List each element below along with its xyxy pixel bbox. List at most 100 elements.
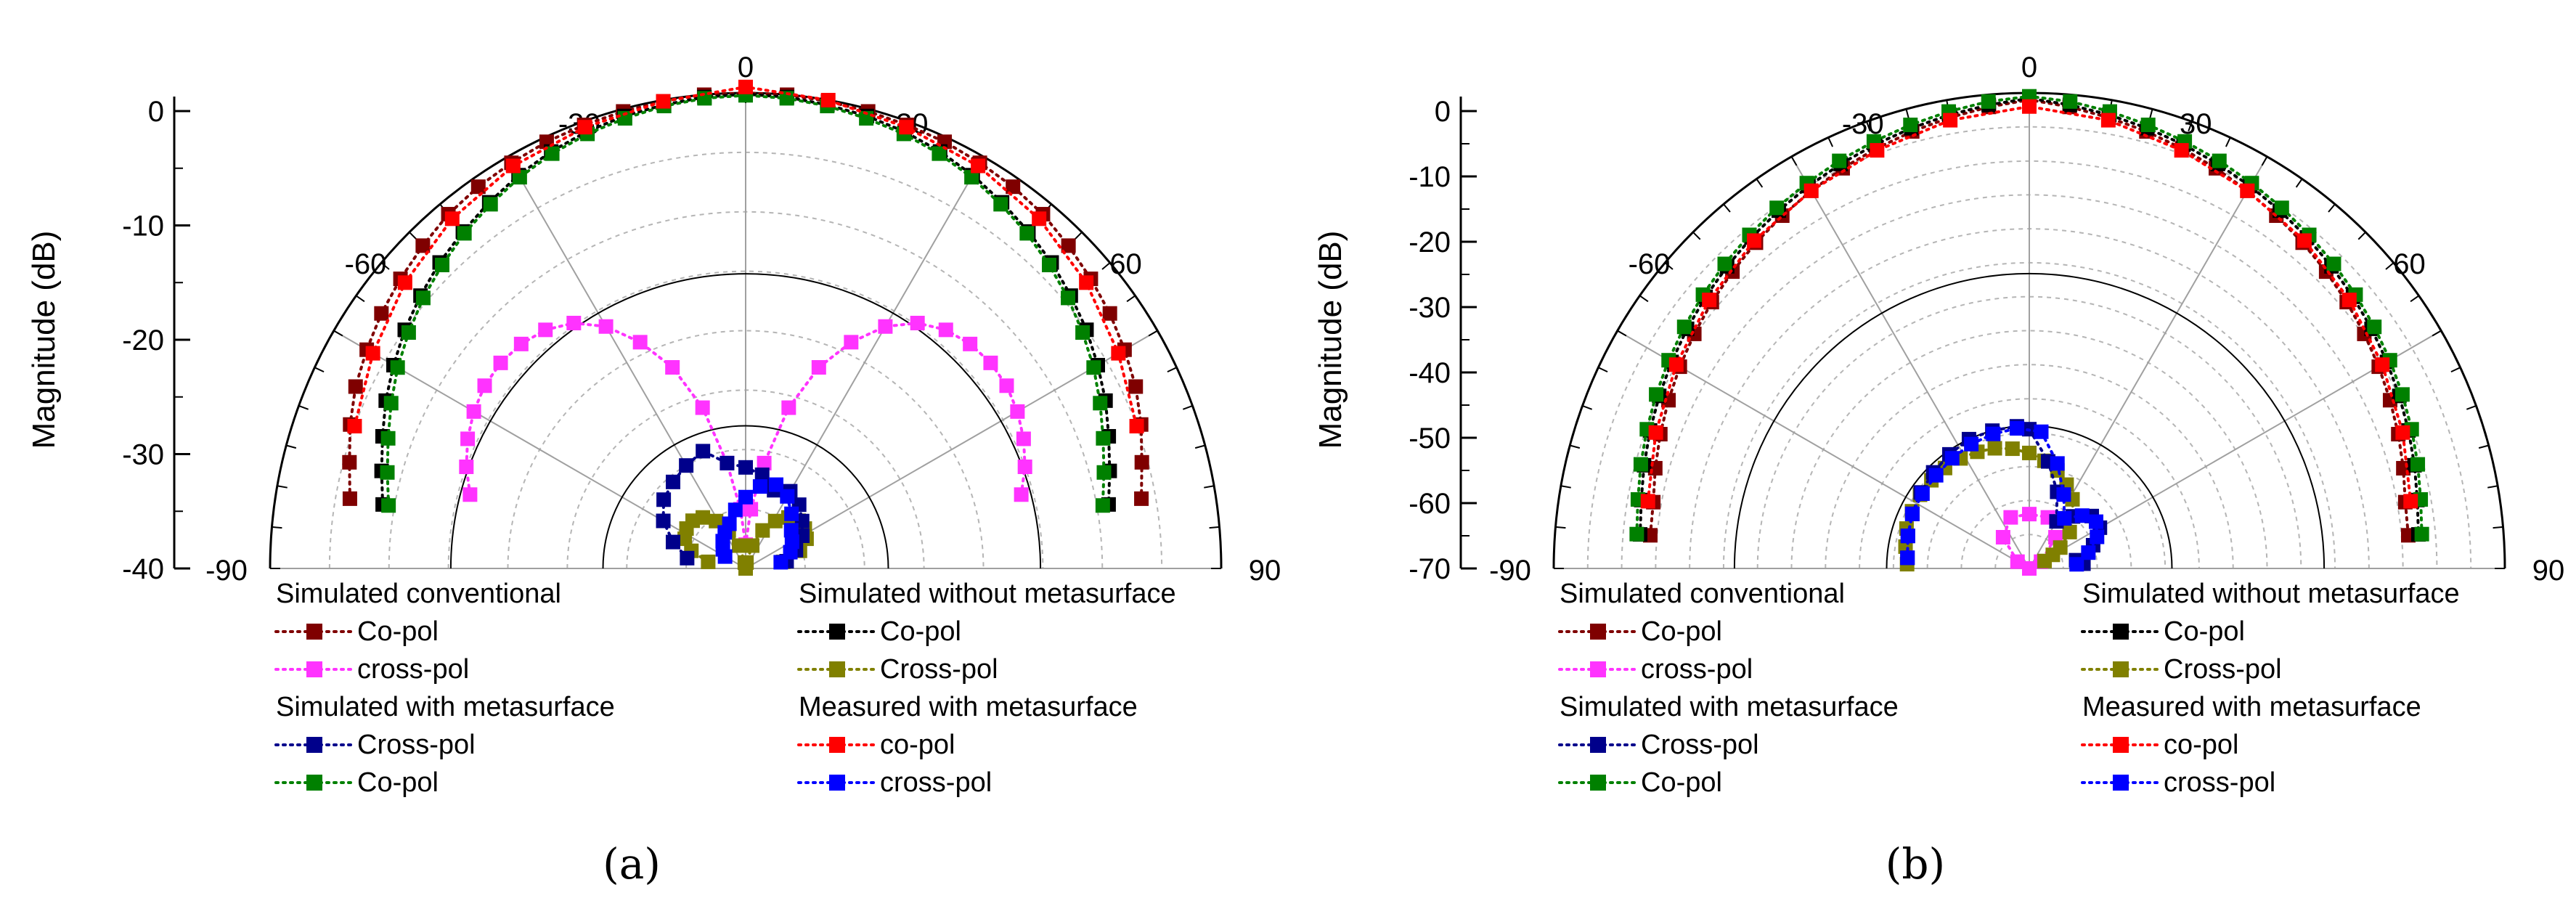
legend-item-label: Co-pol: [357, 767, 439, 798]
data-point: [598, 319, 614, 334]
legend-marker: [306, 624, 322, 640]
series-6: [347, 79, 1144, 433]
data-point: [1095, 498, 1110, 513]
series-group: [1629, 89, 2429, 576]
data-point: [1987, 441, 2002, 456]
legend-marker: [829, 624, 845, 640]
legend-heading: Measured with metasurface: [799, 692, 1138, 722]
magnitude-tick-label: -10: [122, 211, 164, 242]
data-point: [2022, 561, 2037, 576]
data-point: [457, 226, 472, 241]
data-point: [844, 335, 859, 350]
data-point: [2394, 387, 2410, 402]
data-point: [566, 315, 582, 330]
data-point: [2057, 511, 2072, 526]
data-point: [1648, 425, 1663, 440]
angle-tick-label: 60: [2393, 248, 2426, 280]
data-point: [466, 404, 481, 419]
angle-tick-mark: [1639, 295, 1649, 303]
data-point: [483, 197, 498, 212]
legend-heading: Simulated conventional: [1560, 579, 1845, 609]
legend-item-label: Cross-pol: [1641, 730, 1759, 760]
grid-circle: [507, 330, 985, 569]
data-point: [1014, 487, 1029, 502]
polar-inner-ring: [449, 272, 1042, 569]
angle-tick-mark: [286, 444, 297, 449]
angle-tick-mark: [2466, 405, 2477, 410]
legend-heading: Simulated conventional: [276, 579, 561, 609]
angle-tick-mark: [1570, 444, 1581, 449]
data-point: [1079, 275, 1094, 290]
grid-circle: [1859, 398, 2200, 569]
angle-tick-mark: [2188, 121, 2193, 131]
data-point: [656, 492, 672, 507]
data-point: [999, 378, 1014, 393]
data-point: [512, 170, 527, 185]
angle-tick-mark: [2148, 109, 2153, 120]
angle-tick-mark: [1074, 232, 1083, 240]
data-point: [2326, 256, 2341, 272]
angle-tick-mark: [1692, 232, 1701, 240]
data-point: [679, 458, 694, 473]
data-point: [632, 335, 648, 350]
data-point: [415, 238, 431, 253]
data-point: [1096, 465, 1112, 480]
series-7: [1900, 421, 2105, 572]
data-point: [2212, 153, 2227, 168]
data-point: [2081, 545, 2096, 560]
data-point: [1041, 258, 1056, 273]
legend: Simulated conventional Co-pol cross-pol Sim…: [1558, 579, 2460, 798]
legend-marker: [829, 661, 845, 677]
angle-tick-mark: [2385, 262, 2394, 270]
legend-marker: [306, 661, 322, 677]
data-point: [665, 360, 680, 375]
legend-item-label: cross-pol: [1641, 654, 1753, 685]
legend-marker: [306, 775, 322, 791]
data-point: [2010, 554, 2025, 569]
data-point: [381, 498, 396, 513]
data-point: [2010, 421, 2025, 436]
angle-tick-mark: [1582, 405, 1592, 410]
angle-tick-mark: [2357, 232, 2366, 240]
series-line: [1646, 105, 2413, 503]
magnitude-tick-label: -10: [1409, 161, 1451, 193]
data-point: [2003, 510, 2018, 525]
data-point: [1903, 118, 1918, 133]
angle-tick-mark: [355, 295, 365, 303]
data-point: [1943, 113, 1958, 128]
angle-tick-mark: [380, 262, 390, 270]
legend-item-label: Co-pol: [2164, 616, 2245, 647]
angle-tick-mark: [1617, 330, 1627, 337]
angle-tick-label: 90: [2532, 555, 2565, 587]
data-point: [2062, 524, 2077, 539]
legend-heading: Simulated without metasurface: [799, 579, 1176, 609]
data-point: [365, 346, 380, 361]
angle-tick-mark: [2225, 136, 2231, 147]
angle-tick-mark: [2478, 444, 2489, 449]
angle-tick-label: 0: [738, 52, 754, 83]
data-point: [696, 510, 711, 525]
angle-tick-mark: [333, 330, 343, 337]
data-point: [784, 506, 799, 521]
legend-marker: [829, 775, 845, 791]
angle-tick-mark: [1723, 203, 1731, 213]
data-point: [696, 444, 711, 459]
series-group: [342, 79, 1149, 576]
angle-tick-label: 0: [2021, 52, 2037, 83]
angle-tick-label: -90: [1489, 555, 1531, 587]
data-point: [1904, 506, 1920, 521]
data-point: [1702, 293, 1717, 308]
data-point: [738, 460, 753, 475]
data-point: [2174, 143, 2189, 158]
legend-item-label: Co-pol: [1641, 616, 1722, 647]
data-point: [1006, 179, 1021, 195]
data-point: [2088, 514, 2103, 529]
angle-tick-mark: [1560, 485, 1571, 489]
data-point: [780, 489, 795, 504]
legend-marker: [306, 737, 322, 753]
data-point: [720, 455, 735, 470]
grid-spoke: [745, 156, 985, 569]
data-point: [1915, 486, 1930, 501]
data-point: [460, 431, 476, 446]
